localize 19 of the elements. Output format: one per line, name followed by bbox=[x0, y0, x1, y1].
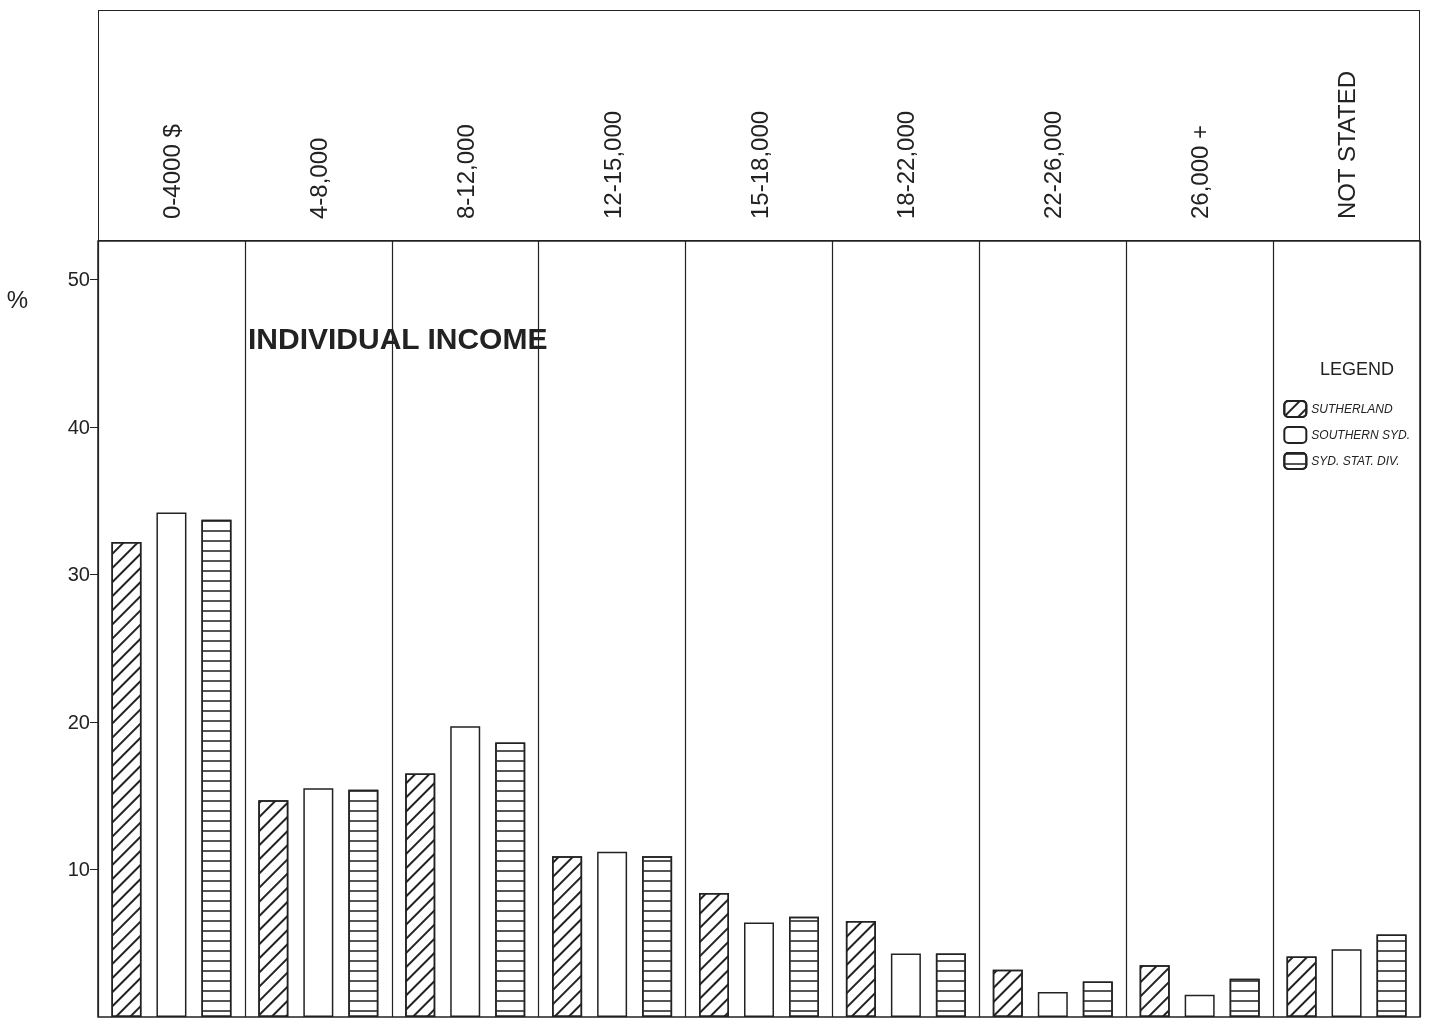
x-tick-label: 8-12,000 bbox=[451, 124, 479, 219]
x-tick-label: 12-15,000 bbox=[598, 110, 626, 219]
legend-title: LEGEND bbox=[1319, 359, 1395, 379]
x-tick-label: 15-18,000 bbox=[745, 110, 773, 219]
x-tick-label: 18-22,000 bbox=[892, 110, 920, 219]
x-tick-label: NOT STATED bbox=[1333, 70, 1361, 219]
y-axis-title: % bbox=[6, 285, 28, 313]
y-tick-label: 20 bbox=[67, 710, 90, 733]
legend-label: SYD. STAT. DIV. bbox=[1311, 454, 1400, 468]
y-tick-label: 50 bbox=[67, 268, 90, 291]
x-tick-label: 0-4000 $ bbox=[157, 124, 185, 219]
y-tick-label: 30 bbox=[67, 563, 90, 586]
x-tick-label: 4-8,000 bbox=[304, 137, 332, 219]
x-tick-label: 22-26,000 bbox=[1039, 110, 1067, 219]
legend-label: SOUTHERN SYD. bbox=[1311, 428, 1411, 442]
x-tick-label: 26,000 + bbox=[1186, 124, 1214, 219]
y-tick-label: 10 bbox=[67, 858, 90, 881]
y-tick-label: 40 bbox=[67, 415, 90, 438]
legend-label: SUTHERLAND bbox=[1311, 402, 1393, 416]
